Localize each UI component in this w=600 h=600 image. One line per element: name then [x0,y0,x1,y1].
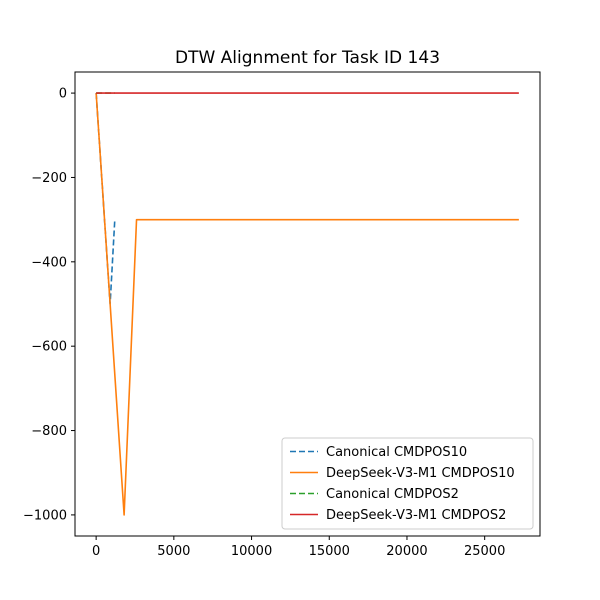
series-line-2 [95,93,519,516]
x-tick-label: 15000 [309,544,350,559]
y-tick-label: −800 [31,424,67,439]
ticks-layer: 0 5000 10000 15000 20000 25000 0 −200 −400 −600 −8… [23,87,505,559]
legend-label: DeepSeek-V3-M1 CMDPOS2 [326,508,506,523]
legend-label: DeepSeek-V3-M1 CMDPOS10 [326,466,515,481]
y-tick-label: −200 [31,171,67,186]
x-tick-label: 5000 [157,544,190,559]
x-tick-label: 25000 [464,544,505,559]
x-tick-label: 10000 [231,544,272,559]
chart-title: DTW Alignment for Task ID 143 [175,48,440,68]
plot-area [95,92,519,516]
legend-label: Canonical CMDPOS10 [326,445,467,460]
y-tick-label: −600 [31,340,67,355]
legend-label: Canonical CMDPOS2 [326,487,459,502]
y-tick-label: −400 [31,255,67,270]
legend-box [281,437,534,530]
y-tick-label: −1000 [23,508,67,523]
legend: Canonical CMDPOS10 DeepSeek-V3-M1 CMDPOS1… [281,437,534,530]
x-tick-label: 0 [92,544,100,559]
series-layer [95,92,519,516]
y-tick-label: 0 [59,87,67,102]
x-tick-label: 20000 [386,544,427,559]
axes-frame [74,71,541,537]
